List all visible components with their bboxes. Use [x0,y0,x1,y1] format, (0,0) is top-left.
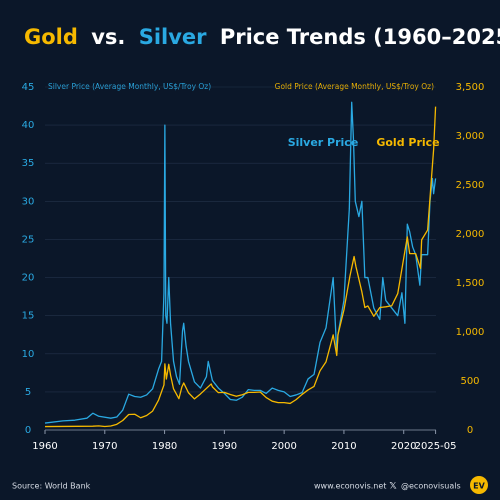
y2-tick-label: 2,500 [456,180,485,191]
handle: @econovisuals [401,482,461,491]
x-tick-label: 1960 [32,441,57,452]
source: Source: World Bank [12,482,91,491]
y-tick-label: 20 [22,273,35,284]
y-tick-label: 35 [22,158,35,169]
x-icon: 𝕏 [389,482,397,492]
y-tick-label: 0 [25,425,31,436]
title-rest: Price Trends (1960–2025) [220,25,500,49]
y-tick-label: 5 [25,387,31,398]
logo-badge [470,476,488,494]
y2-tick-label: 0 [467,425,473,436]
x-tick-label: 2000 [271,441,296,452]
y2-axis-label: Gold Price (Average Monthly, US$/Troy Oz… [275,82,434,91]
x-tick-label: 2020 [391,441,416,452]
y-axis-label: Silver Price (Average Monthly, US$/Troy … [48,82,211,91]
y2-tick-label: 2,000 [456,229,485,240]
website: www.econovis.net [314,482,386,491]
x-tick-label: 2010 [331,441,356,452]
y2-tick-label: 3,000 [456,131,485,142]
y-tick-label: 45 [22,82,35,93]
series-line [44,101,437,424]
y-tick-label: 15 [22,311,35,322]
y-tick-label: 30 [22,196,35,207]
y2-tick-label: 500 [460,376,479,387]
y-tick-label: 40 [22,120,35,131]
y2-tick-label: 1,000 [456,327,485,338]
chart-title: Gold vs. Silver Price Trends (1960–2025) [24,25,500,49]
series-annotation: Silver Price [288,136,359,149]
x-tick-label: 1970 [92,441,117,452]
title-gold: Gold [24,25,78,49]
logo: EV [473,482,485,491]
y2-tick-label: 1,500 [456,278,485,289]
y2-tick-label: 3,500 [456,82,485,93]
x-tick-label: 2025-05 [415,441,457,452]
title-silver: Silver [139,25,207,49]
title-vs: vs. [91,25,125,49]
x-tick-label: 1990 [212,441,237,452]
series-annotation: Gold Price [376,136,439,149]
series-line [44,106,437,428]
y-tick-label: 10 [22,349,35,360]
x-tick-label: 1980 [152,441,177,452]
y-tick-label: 25 [22,234,35,245]
